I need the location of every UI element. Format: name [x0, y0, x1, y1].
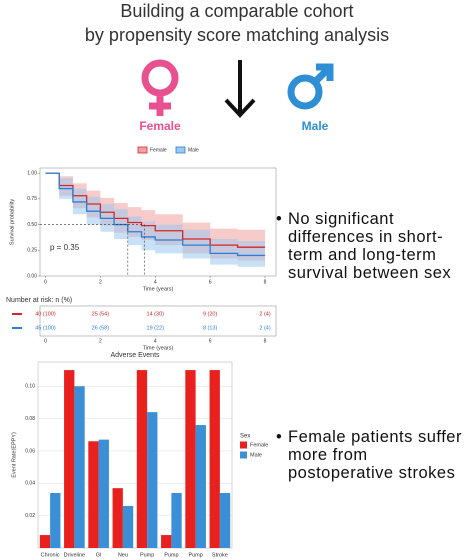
y-tick-label: 0.02 [25, 513, 35, 519]
bar [122, 505, 134, 548]
bar [98, 439, 109, 548]
arrow [224, 60, 256, 118]
risk-x-label: Time (years) [143, 345, 174, 351]
bar [64, 370, 75, 548]
bar [112, 488, 123, 548]
bar [195, 425, 206, 548]
legend-swatch [137, 146, 148, 154]
risk-cell: 8 (13) [203, 325, 218, 331]
risk-x-tick-label: 2 [99, 338, 102, 344]
bar [185, 370, 196, 548]
y-axis-label: Survival probability [9, 199, 15, 245]
risk-x-tick-label: 8 [264, 338, 267, 344]
risk-cell: 25 (54) [92, 311, 110, 317]
bar [209, 370, 220, 548]
y-tick-label: 0.25 [27, 248, 37, 254]
y-tick-label: 0.50 [27, 222, 37, 228]
risk-frame [39, 305, 277, 337]
bar [161, 535, 172, 548]
risk-cell: 9 (20) [203, 311, 218, 317]
risk-cell: 2 (4) [259, 325, 270, 331]
bar [147, 412, 158, 548]
x-tick-label: 2 [99, 279, 102, 285]
risk-title: Number at risk: n (%) [6, 297, 72, 304]
y-tick-label: 0.06 [25, 448, 35, 454]
x-tick-label: Pump [140, 552, 154, 558]
bar [39, 535, 51, 548]
x-tick-label: Pump [188, 552, 202, 558]
male-symbol [287, 63, 334, 110]
bar [74, 386, 85, 548]
x-tick-label: 0 [44, 279, 47, 285]
x-tick-label: 8 [264, 279, 267, 285]
risk-x-tick-label: 6 [209, 338, 212, 344]
title-line: Building a comparable cohort [120, 1, 353, 21]
y-tick-label: 1.00 [27, 170, 37, 176]
bullet-text: No significant differences in short-term… [276, 210, 468, 282]
legend-title: Sex [240, 434, 250, 440]
y-tick-label: 0.08 [25, 416, 35, 422]
y-tick-label: 0.10 [25, 384, 35, 390]
bar [171, 493, 182, 548]
x-axis-label: Time (years) [143, 286, 174, 292]
y-axis-label: Event Rate(EPPY) [11, 432, 17, 478]
male-label: Male [302, 119, 329, 133]
x-tick-label: Pump [164, 552, 178, 558]
risk-x-tick-label: 4 [154, 338, 157, 344]
y-tick-label: 0.04 [25, 481, 35, 487]
x-tick-label: Neu [118, 552, 128, 558]
risk-cell: 45 (100) [35, 325, 56, 331]
y-tick-label: 0.75 [27, 196, 37, 202]
risk-cell: 19 (22) [147, 325, 165, 331]
x-tick-label: 6 [209, 279, 212, 285]
bar [88, 441, 99, 548]
risk-x-tick-label: 0 [44, 338, 47, 344]
title-line: by propensity score matching analysis [85, 25, 389, 45]
female-symbol [141, 59, 179, 116]
legend-label: Male [250, 452, 262, 458]
bar [50, 493, 61, 548]
legend-label: Female [150, 147, 167, 153]
legend-label: Female [250, 442, 268, 448]
legend-swatch [175, 146, 186, 154]
y-tick-label: 0.00 [27, 273, 37, 279]
female-label: Female [139, 119, 181, 133]
survival-curve [45, 172, 266, 257]
x-tick-label: Driveline [64, 552, 85, 558]
risk-cell: 40 (100) [35, 311, 56, 317]
p-value: p = 0.35 [50, 243, 80, 252]
bar [136, 370, 148, 548]
x-tick-label: Chronic [41, 552, 60, 558]
risk-cell: 2 (4) [259, 311, 270, 317]
x-tick-label: GI [96, 552, 102, 558]
x-tick-label: Stroke [212, 552, 228, 558]
bar [219, 493, 231, 548]
x-tick-label: 4 [154, 279, 157, 285]
risk-cell: 14 (30) [147, 311, 165, 317]
chart-title: Adverse Events [110, 352, 160, 359]
legend-swatch [240, 441, 247, 449]
legend-swatch [240, 451, 247, 459]
risk-cell: 26 (58) [92, 325, 110, 331]
bullet-text: Female patients suffer more from postope… [276, 428, 468, 482]
legend-label: Male [188, 147, 199, 153]
